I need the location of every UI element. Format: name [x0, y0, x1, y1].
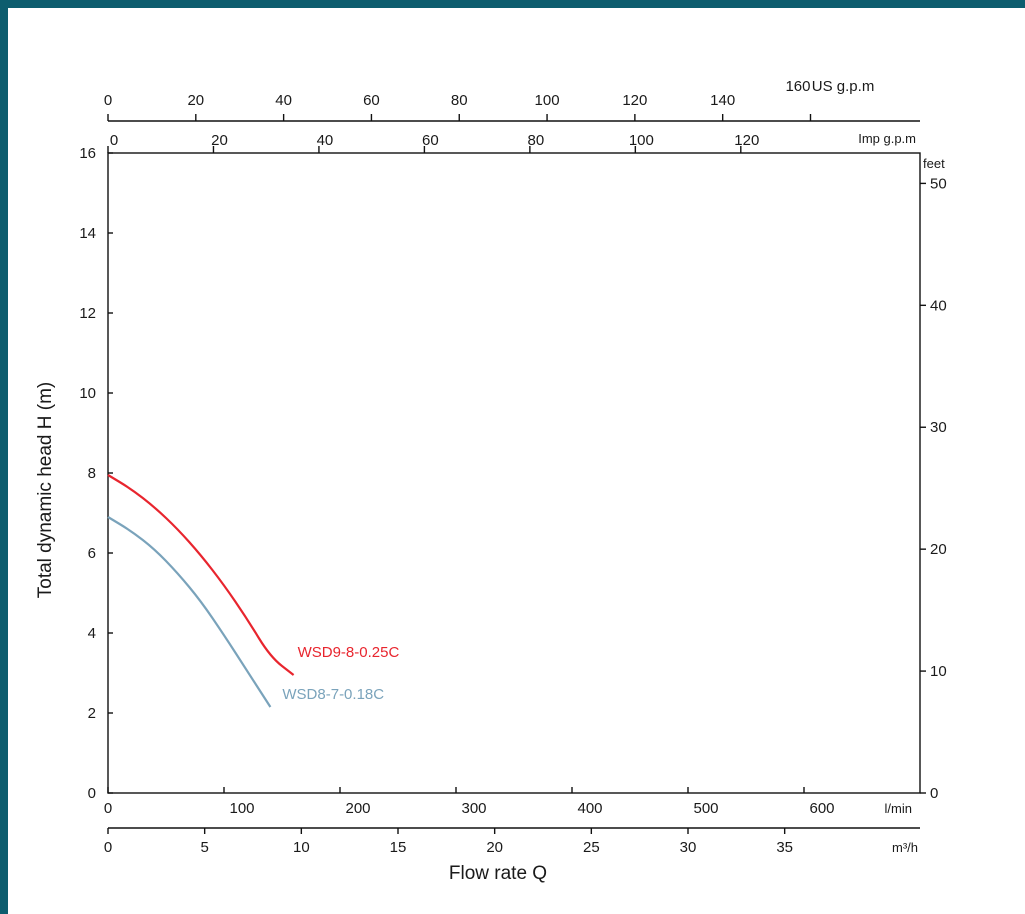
y-tick-label: 12: [79, 305, 96, 322]
us-gpm-unit-label: US g.p.m: [812, 78, 875, 95]
x-tick-label: 100: [229, 800, 254, 817]
imp-gpm-tick-label: 100: [629, 132, 654, 149]
us-gpm-tick-label: 160: [785, 78, 810, 95]
us-gpm-tick-label: 80: [451, 92, 468, 109]
us-gpm-tick-label: 40: [275, 92, 292, 109]
us-gpm-tick-label: 60: [363, 92, 380, 109]
us-gpm-tick-label: 20: [187, 92, 204, 109]
m3h-tick-label: 35: [776, 839, 793, 856]
x-unit-label: l/min: [885, 801, 912, 816]
m3h-tick-label: 25: [583, 839, 600, 856]
series-curve: [107, 516, 272, 708]
imp-gpm-tick-label: 40: [317, 132, 334, 149]
us-gpm-tick-label: 140: [710, 92, 735, 109]
feet-tick-label: 20: [930, 541, 947, 558]
y-tick-label: 4: [88, 625, 96, 642]
y-tick-label: 16: [79, 145, 96, 162]
imp-gpm-unit-label: Imp g.p.m: [858, 131, 916, 146]
m3h-unit-label: m³/h: [892, 840, 918, 855]
x-tick-label: 500: [693, 800, 718, 817]
series-label: WSD8-7-0.18C: [282, 686, 384, 703]
imp-gpm-tick-label: 20: [211, 132, 228, 149]
feet-tick-label: 10: [930, 663, 947, 680]
y-tick-label: 8: [88, 465, 96, 482]
m3h-tick-label: 30: [680, 839, 697, 856]
x-axis-label: Flow rate Q: [449, 863, 547, 884]
y-tick-label: 10: [79, 385, 96, 402]
m3h-tick-label: 0: [104, 839, 112, 856]
m3h-tick-label: 5: [200, 839, 208, 856]
x-tick-label: 400: [577, 800, 602, 817]
imp-gpm-tick-label: 80: [528, 132, 545, 149]
imp-gpm-tick-label: 120: [734, 132, 759, 149]
y-axis-label: Total dynamic head H (m): [35, 382, 56, 598]
y-tick-label: 0: [88, 785, 96, 802]
us-gpm-tick-label: 120: [622, 92, 647, 109]
m3h-tick-label: 20: [486, 839, 503, 856]
x-tick-label: 200: [345, 800, 370, 817]
us-gpm-tick-label: 0: [104, 92, 112, 109]
y-tick-label: 6: [88, 545, 96, 562]
m3h-tick-label: 10: [293, 839, 310, 856]
feet-tick-label: 30: [930, 419, 947, 436]
axes-group: [107, 120, 921, 829]
series-label: WSD9-8-0.25C: [298, 644, 400, 661]
imp-gpm-tick-label: 0: [110, 132, 118, 149]
series-curve: [107, 474, 295, 676]
us-gpm-tick-label: 100: [535, 92, 560, 109]
curve-group: WSD9-8-0.25C WSD8-7-0.18C: [107, 474, 400, 708]
chart-panel: 0 2 4 6 8 10 12 14 16 0 10 20 30 40 50 feet 0 100 200 300 40…: [8, 8, 1025, 914]
x-tick-label: 0: [104, 800, 112, 817]
y-tick-label: 2: [88, 705, 96, 722]
y-tick-label: 14: [79, 225, 96, 242]
plot-frame: [107, 152, 921, 794]
feet-unit-label: feet: [923, 156, 945, 171]
feet-tick-label: 0: [930, 785, 938, 802]
m3h-tick-label: 15: [390, 839, 407, 856]
feet-tick-label: 40: [930, 297, 947, 314]
feet-tick-label: 50: [930, 175, 947, 192]
x-tick-label: 300: [461, 800, 486, 817]
imp-gpm-tick-label: 60: [422, 132, 439, 149]
x-tick-label: 600: [809, 800, 834, 817]
